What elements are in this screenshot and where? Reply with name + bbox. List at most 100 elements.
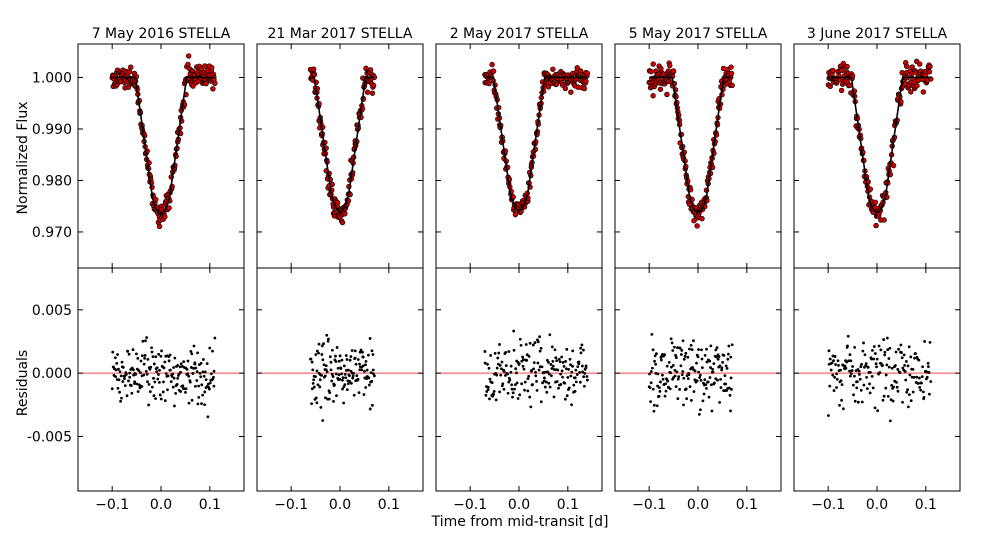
- residual-point: [524, 343, 528, 346]
- residual-point: [367, 376, 371, 380]
- residual-point: [547, 361, 550, 364]
- residual-point: [490, 381, 494, 384]
- residual-point: [703, 353, 707, 357]
- residual-point: [719, 386, 723, 389]
- residual-point: [912, 375, 916, 379]
- residual-point: [547, 372, 551, 376]
- residual-point: [492, 390, 496, 393]
- residual-point: [925, 370, 929, 374]
- residual-point: [203, 403, 207, 407]
- residual-point: [162, 366, 166, 370]
- residual-point: [916, 382, 920, 385]
- residual-point: [581, 348, 585, 352]
- residual-point: [685, 397, 689, 401]
- residual-point: [315, 369, 319, 373]
- residual-point: [563, 397, 567, 401]
- flux-point: [667, 62, 673, 69]
- residual-point: [168, 368, 172, 372]
- residual-point: [510, 387, 514, 391]
- residual-point: [126, 349, 130, 353]
- residual-points: [483, 329, 589, 409]
- residual-point: [700, 348, 703, 352]
- residual-point: [206, 415, 210, 419]
- residual-point: [827, 349, 831, 353]
- residual-point: [572, 383, 576, 387]
- residual-point: [834, 363, 837, 366]
- residual-point: [671, 364, 675, 367]
- residual-point: [323, 374, 327, 378]
- residual-point: [506, 372, 510, 376]
- residual-point: [123, 384, 127, 388]
- y-axis-label-residuals: Residuals: [15, 350, 31, 416]
- residual-point: [347, 374, 351, 378]
- residual-point: [187, 401, 191, 405]
- residual-point: [119, 399, 122, 403]
- residual-point: [724, 364, 728, 368]
- residual-point: [368, 407, 372, 411]
- residual-point: [181, 384, 185, 388]
- residual-point: [580, 343, 584, 347]
- residual-point: [913, 356, 916, 360]
- residual-point: [849, 359, 853, 363]
- residual-point: [678, 346, 682, 350]
- flux-point: [904, 63, 910, 70]
- flux-point: [203, 80, 209, 87]
- flux-point: [364, 89, 371, 95]
- residual-point: [584, 364, 588, 368]
- residual-point: [508, 378, 512, 382]
- residual-point: [558, 360, 562, 364]
- residual-point: [649, 370, 653, 373]
- residual-point: [521, 364, 525, 368]
- residual-point: [344, 369, 348, 372]
- residual-point: [150, 385, 154, 389]
- residual-point: [701, 366, 704, 370]
- residual-point: [832, 389, 836, 392]
- residual-point: [127, 352, 131, 356]
- residual-point: [540, 365, 544, 369]
- residual-frame: [614, 267, 782, 492]
- residual-point: [706, 380, 710, 384]
- residual-point: [356, 358, 360, 361]
- residual-point: [551, 360, 555, 363]
- residual-point: [841, 407, 845, 411]
- residual-point: [201, 393, 205, 397]
- residual-point: [648, 386, 652, 390]
- residual-point: [917, 358, 921, 362]
- residual-point: [872, 357, 876, 361]
- residual-point: [338, 377, 342, 381]
- residual-point: [532, 361, 536, 364]
- residual-point: [699, 378, 703, 382]
- residual-point: [486, 388, 490, 392]
- flux-point: [311, 72, 318, 78]
- residual-point: [549, 374, 553, 378]
- model-curve: [828, 76, 931, 214]
- residual-point: [870, 357, 873, 361]
- residual-point: [368, 337, 372, 340]
- residual-point: [715, 355, 718, 359]
- residual-point: [848, 374, 852, 378]
- residual-point: [515, 381, 519, 385]
- residual-point: [324, 396, 327, 400]
- residual-point: [692, 390, 696, 393]
- residual-point: [906, 388, 909, 392]
- residual-point: [120, 396, 123, 400]
- residual-point: [159, 397, 163, 401]
- residual-point: [174, 391, 178, 395]
- residual-point: [833, 375, 837, 379]
- residual-point: [163, 360, 167, 364]
- residual-point: [167, 359, 171, 363]
- residual-point: [566, 376, 570, 379]
- residual-point: [523, 380, 527, 384]
- residual-point: [152, 394, 156, 398]
- flux-point: [310, 66, 317, 72]
- residual-point: [666, 379, 670, 383]
- residual-point: [650, 333, 654, 336]
- residual-point: [846, 334, 850, 338]
- residual-point: [310, 402, 314, 406]
- residual-point: [851, 383, 855, 387]
- residual-point: [201, 358, 205, 361]
- residual-point: [119, 374, 123, 378]
- x-tick-label: 0.1: [736, 497, 758, 513]
- residual-point: [728, 393, 732, 397]
